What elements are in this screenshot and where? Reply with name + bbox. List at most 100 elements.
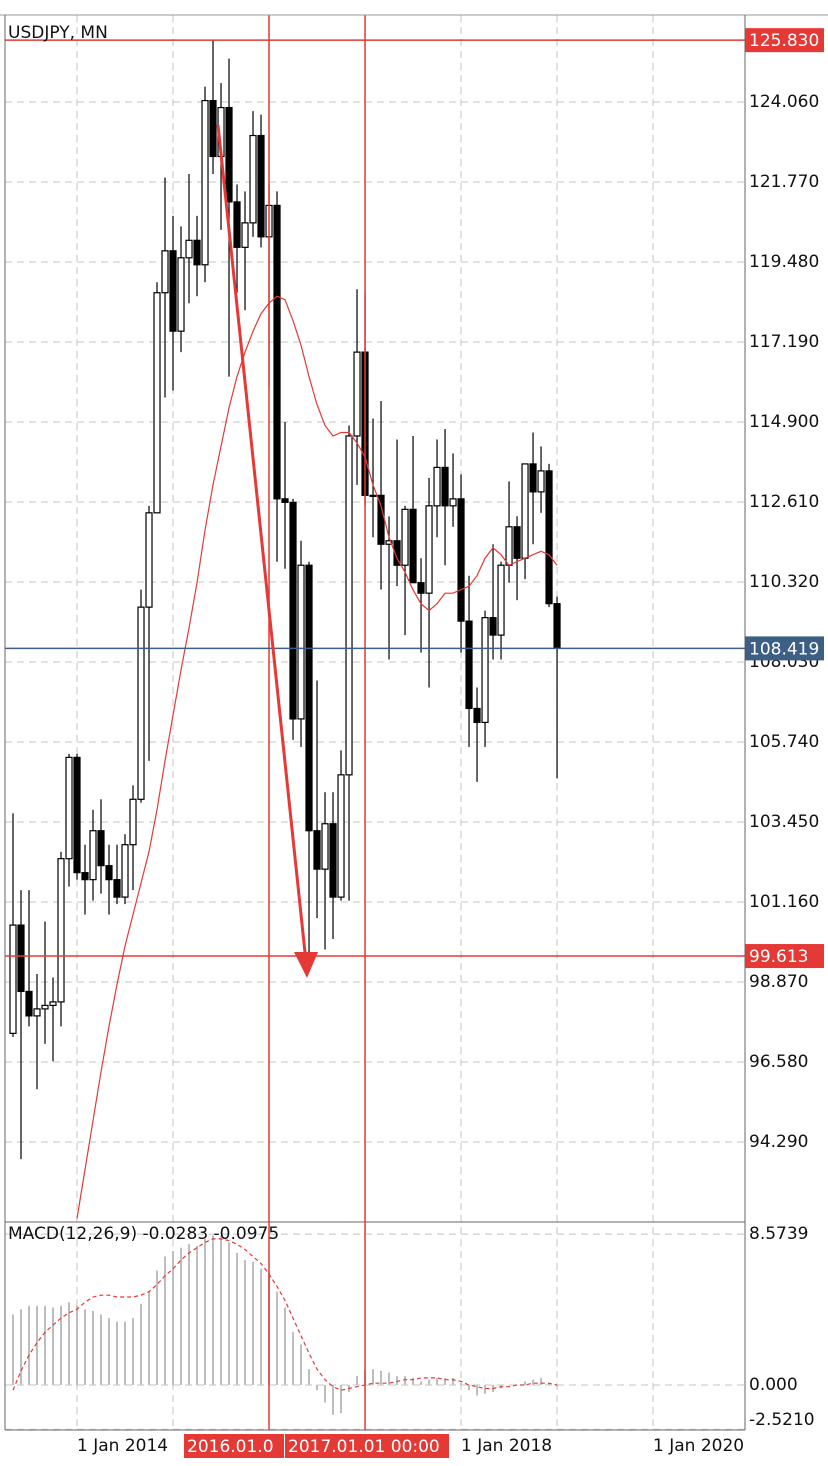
candle-body: [321, 823, 329, 870]
candle-body: [385, 540, 393, 545]
candle-body: [457, 498, 465, 622]
price-label-box: [745, 636, 824, 661]
candle-body: [465, 620, 473, 710]
price-label: 125.830: [749, 31, 819, 51]
price-label: 99.613: [749, 947, 808, 967]
x-tick-label: 1 Jan 2020: [653, 1436, 744, 1456]
candle-body: [545, 470, 553, 605]
candle-body: [401, 508, 409, 566]
y-tick-label: 110.320: [749, 572, 819, 592]
candle-body: [521, 463, 529, 559]
candle-body: [41, 1004, 49, 1010]
candle-body: [49, 1001, 57, 1007]
candle-body: [153, 292, 161, 514]
candle-body: [129, 798, 137, 846]
arrow-head: [294, 952, 318, 978]
candle-body: [169, 250, 177, 332]
price-label: 108.419: [749, 639, 819, 659]
y-tick-label: 101.160: [749, 892, 819, 912]
candle-body: [193, 239, 201, 266]
candle-body: [225, 106, 233, 203]
candle-body: [57, 858, 65, 1003]
x-tick-label: 1 Jan 2018: [461, 1436, 552, 1456]
candle-body: [329, 823, 337, 898]
y-tick-label: 112.610: [749, 492, 819, 512]
candle-body: [105, 865, 113, 881]
y-tick-label: 121.770: [749, 172, 819, 192]
y-tick-label: 119.480: [749, 252, 819, 272]
candle-body: [505, 526, 513, 566]
macd-title: MACD(12,26,9) -0.0283 -0.0975: [8, 1224, 279, 1244]
candle-body: [249, 134, 257, 224]
candle-body: [177, 257, 185, 332]
candle-body: [25, 990, 33, 1017]
x-tick-label: 1 Jan 2014: [77, 1436, 168, 1456]
candle-body: [473, 707, 481, 724]
candle-body: [337, 774, 345, 898]
time-label: 2016.01.0: [187, 1437, 274, 1457]
candle-body: [553, 603, 561, 650]
candle-body: [345, 435, 353, 776]
y-tick-label: 105.740: [749, 732, 819, 752]
trend-arrow: [216, 124, 308, 963]
candle-body: [73, 756, 81, 874]
y-tick-label: -2.5210: [749, 1410, 815, 1430]
candle-body: [185, 239, 193, 259]
candle-body: [305, 564, 313, 832]
candle-body: [409, 508, 417, 584]
price-label-box: [745, 28, 824, 53]
time-label-box: [285, 1434, 450, 1458]
labels: 124.060 121.770 119.480 117.190 114.900 112.6…: [77, 28, 824, 1458]
candle-body: [425, 505, 433, 594]
candle-body: [273, 204, 281, 500]
candle-body: [65, 756, 73, 860]
candle-body: [33, 1008, 41, 1017]
chart-title: USDJPY, MN: [8, 23, 108, 43]
candle-body: [9, 924, 17, 1034]
y-tick-label: 96.580: [749, 1052, 808, 1072]
candle-body: [209, 99, 217, 158]
candle-body: [297, 564, 305, 720]
candle-body: [489, 617, 497, 636]
candle-body: [113, 879, 121, 898]
candle-body: [537, 470, 545, 493]
moving-average: [76, 295, 558, 1219]
candle-body: [369, 494, 377, 497]
candle-body: [441, 466, 449, 507]
time-label-box: [184, 1434, 285, 1458]
signal-line: [12, 1238, 558, 1391]
time-label: 2017.01.01 00:00: [288, 1437, 440, 1457]
candle-body: [257, 134, 265, 238]
y-tick-label: 94.290: [749, 1132, 808, 1152]
candle-body: [161, 250, 169, 294]
candle-body: [481, 617, 489, 724]
candle-body: [513, 526, 521, 559]
y-tick-label: 103.450: [749, 812, 819, 832]
candle-body: [417, 582, 425, 594]
candle-body: [121, 844, 129, 898]
y-tick-label: 124.060: [749, 92, 819, 112]
candle-body: [201, 99, 209, 266]
candle-body: [145, 512, 153, 608]
candle-body: [17, 924, 25, 993]
y-tick-label: 98.870: [749, 972, 808, 992]
price-label-box: [745, 944, 824, 969]
y-tick-label: 114.900: [749, 412, 819, 432]
candle-body: [393, 540, 401, 566]
candle-body: [497, 564, 505, 636]
candle-body: [81, 872, 89, 881]
candle-body: [97, 830, 105, 867]
candle-body: [377, 494, 385, 545]
candle-body: [281, 498, 289, 503]
candle-body: [449, 498, 457, 507]
candle-body: [241, 222, 249, 248]
candle-body: [529, 463, 537, 493]
plot: [5, 15, 745, 1430]
y-tick-label: 117.190: [749, 332, 819, 352]
candle-body: [433, 466, 441, 507]
candle-body: [353, 351, 361, 437]
candle-body: [313, 830, 321, 870]
